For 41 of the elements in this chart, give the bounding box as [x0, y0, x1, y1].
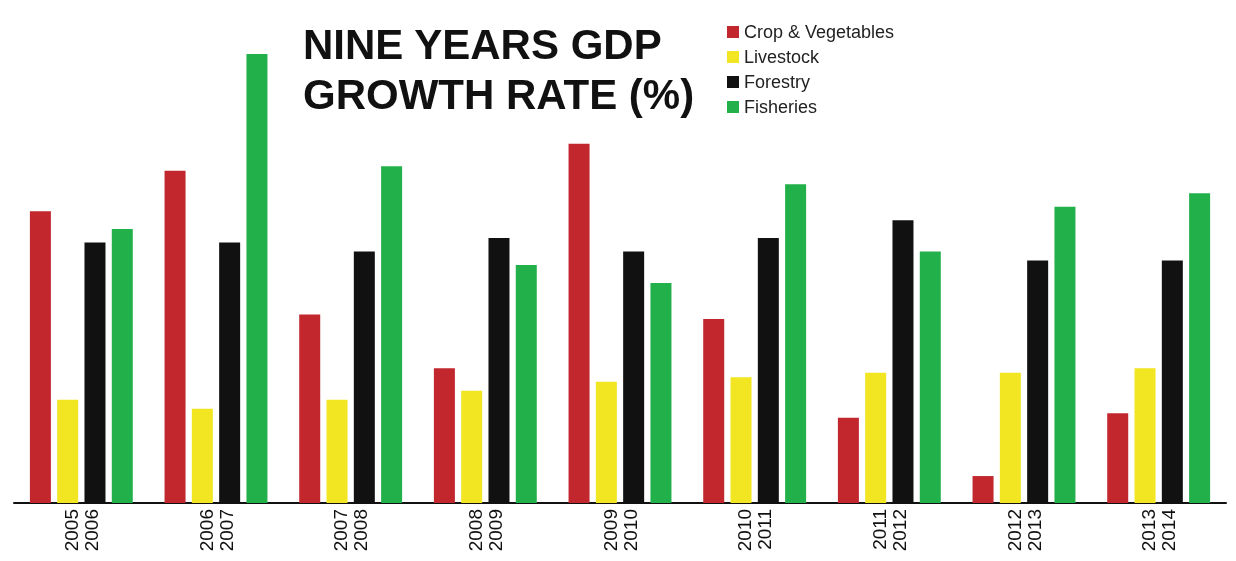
bar: [568, 143, 590, 503]
x-tick-label: 2005 2006: [60, 509, 102, 552]
legend-label: Forestry: [744, 72, 811, 92]
bar: [1107, 413, 1129, 503]
bar: [730, 377, 752, 503]
bar: [972, 476, 994, 503]
bar: [515, 265, 537, 503]
bar: [1189, 193, 1211, 503]
bar: [461, 390, 483, 503]
bar: [164, 170, 186, 503]
legend-label: Crop & Vegetables: [744, 22, 895, 42]
x-tick-label: 2009 2010: [599, 509, 641, 552]
bar: [57, 399, 79, 503]
bar: [299, 314, 321, 503]
bar: [837, 417, 859, 503]
x-tick-label: 2007 2008: [330, 509, 372, 552]
x-tick-label: 2010 2011: [734, 509, 776, 552]
bar: [111, 229, 133, 503]
bar: [650, 282, 672, 503]
bar: [703, 318, 725, 503]
bar: [1134, 368, 1156, 503]
bar: [433, 368, 455, 503]
bar: [29, 211, 51, 503]
legend-label: Fisheries: [744, 97, 818, 117]
bar: [999, 372, 1021, 503]
bar: [1054, 206, 1076, 503]
x-tick-label: 2012 2013: [1003, 509, 1045, 552]
x-tick-label: 2011 2012: [868, 509, 910, 552]
bar: [919, 251, 941, 503]
bar: [326, 399, 348, 503]
bar: [785, 184, 807, 503]
bar: [865, 372, 887, 503]
chart-title: NINE YEARS GDP GROWTH RATE (%): [303, 20, 695, 118]
bar: [595, 381, 617, 503]
x-tick-label: 2013 2014: [1138, 508, 1180, 552]
legend-label: Livestock: [744, 47, 821, 67]
x-tick-label: 2006 2007: [195, 509, 237, 552]
bar: [191, 408, 213, 503]
bar: [246, 54, 268, 503]
x-tick-label: 2008 2009: [464, 509, 506, 552]
bar: [381, 166, 403, 503]
